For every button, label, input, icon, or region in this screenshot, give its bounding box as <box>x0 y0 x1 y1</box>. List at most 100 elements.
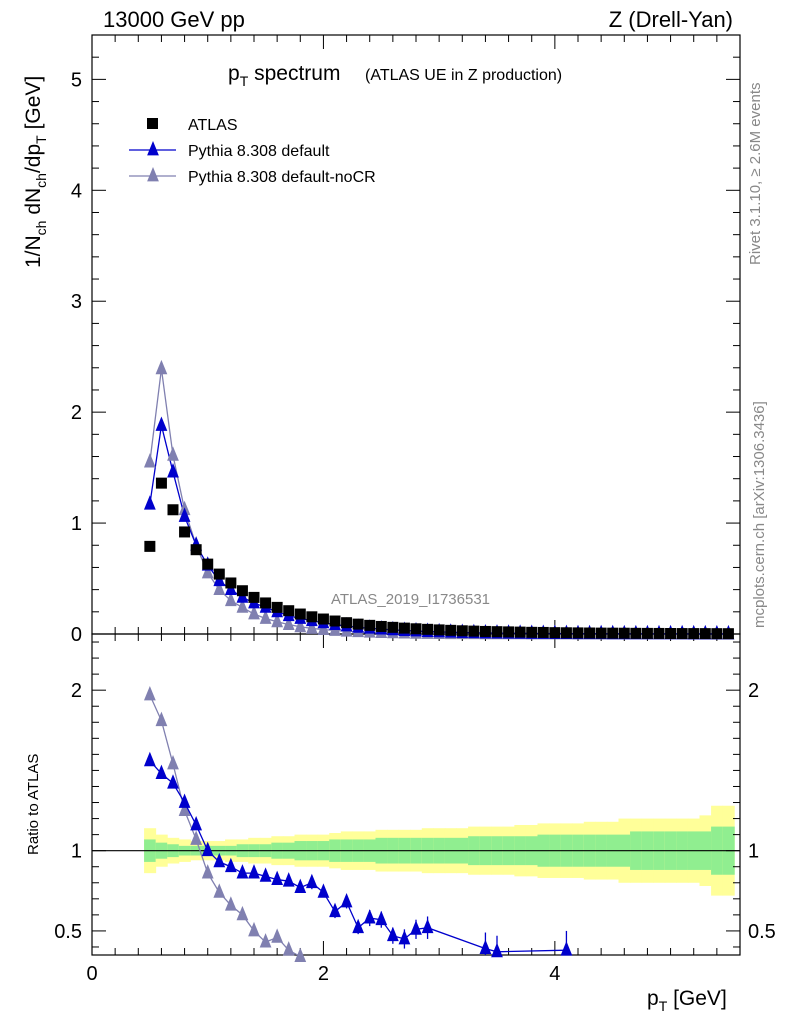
x-tick-label: 2 <box>318 963 329 985</box>
atlas-point <box>699 628 711 640</box>
noCR-point <box>294 617 307 633</box>
rivet-label: Rivet 3.1.10, ≥ 2.6M events <box>747 83 764 266</box>
noCR-point <box>248 605 260 620</box>
default-ratio-point <box>340 893 353 908</box>
atlas-point <box>271 601 283 613</box>
atlas-point <box>491 626 503 638</box>
legend-label: Pythia 8.308 default-noCR <box>188 169 376 186</box>
default-ratio-point <box>398 929 411 945</box>
atlas-point <box>352 618 364 630</box>
default-ratio-point <box>479 939 492 954</box>
atlas-point <box>260 597 272 609</box>
atlas-point <box>653 627 665 639</box>
atlas-point <box>630 627 642 639</box>
atlas-point <box>422 623 434 635</box>
default-ratio-point <box>224 857 237 873</box>
analysis-watermark: ATLAS_2019_I1736531 <box>331 591 490 608</box>
ratio-y-tick-label: 2 <box>71 680 82 702</box>
atlas-point <box>468 625 480 637</box>
default-ratio-point <box>271 870 284 885</box>
default-ratio-point <box>317 883 330 898</box>
ratio-uncertainty-bands <box>144 805 735 896</box>
atlas-point <box>375 620 387 632</box>
noCR-point <box>213 580 226 596</box>
default-ratio-point <box>155 764 168 780</box>
default-ratio-point <box>329 902 341 918</box>
default-ratio-point <box>560 941 573 956</box>
noCR-point <box>224 591 237 607</box>
atlas-point <box>236 585 248 597</box>
atlas-point <box>560 627 572 639</box>
process-label: Z (Drell-Yan) <box>609 7 733 32</box>
default-ratio-point <box>201 841 214 857</box>
ratio-frame <box>91 633 741 956</box>
atlas-point <box>665 628 677 640</box>
top-y-tick-label: 4 <box>71 180 82 202</box>
noCR-point <box>259 609 272 624</box>
legend-marker-triangle <box>147 167 159 182</box>
default-ratio-point <box>248 864 260 879</box>
atlas-point <box>584 627 596 639</box>
x-axis-label: pT [GeV] <box>647 987 727 1014</box>
atlas-point <box>607 627 619 639</box>
ratio-y-tick-label-right: 0.5 <box>748 921 776 943</box>
noCR-ratio-point <box>282 941 295 956</box>
atlas-point <box>225 577 237 589</box>
default-ratio-point <box>167 774 179 789</box>
default-point <box>155 416 168 431</box>
noCR-point <box>271 612 284 628</box>
legend-marker-atlas <box>147 118 158 129</box>
atlas-point <box>433 624 445 636</box>
atlas-point <box>155 477 167 489</box>
atlas-point <box>294 608 306 620</box>
default-ratio-point <box>190 815 203 831</box>
atlas-point <box>202 558 214 570</box>
top-y-tick-label: 3 <box>71 291 82 313</box>
plot-title-note: (ATLAS UE in Z production) <box>365 67 562 84</box>
atlas-point <box>283 605 295 617</box>
noCR-ratio-point <box>294 947 307 963</box>
atlas-point <box>248 591 260 603</box>
atlas-point <box>572 627 584 639</box>
atlas-point <box>387 621 399 633</box>
default-ratio-point <box>386 926 399 942</box>
atlas-point <box>711 628 723 640</box>
noCR-ratio-point <box>224 896 237 911</box>
atlas-point <box>503 626 515 638</box>
default-ratio-point <box>375 910 388 926</box>
atlas-point <box>179 526 191 538</box>
noCR-ratio-line <box>149 694 299 955</box>
default-ratio-point <box>491 942 503 958</box>
x-tick-label: 0 <box>86 963 97 985</box>
noCR-point <box>282 615 295 630</box>
default-ratio-point <box>410 920 422 935</box>
atlas-point <box>722 628 734 640</box>
atlas-point <box>514 626 526 638</box>
energy-label: 13000 GeV pp <box>103 7 245 32</box>
default-point <box>178 507 191 522</box>
noCR-point <box>201 563 214 579</box>
default-ratio-point <box>259 867 272 882</box>
plot-title: pT spectrum <box>228 62 340 89</box>
noCR-ratio-point <box>178 801 191 816</box>
mcplots-label: mcplots.cern.ch [arXiv:1306.3436] <box>751 401 768 628</box>
ratio-y-tick-label: 1 <box>71 841 82 863</box>
default-ratio-point <box>178 793 191 808</box>
noCR-point <box>143 453 156 468</box>
atlas-point <box>456 625 468 637</box>
atlas-point <box>479 625 491 637</box>
noCR-ratio-point <box>248 921 260 937</box>
default-ratio-point <box>236 864 249 879</box>
noCR-ratio-point <box>201 864 214 879</box>
ratio-y-tick-label-right: 1 <box>748 841 759 863</box>
noCR-ratio-point <box>155 711 168 727</box>
default-point <box>143 495 156 510</box>
noCR-ratio-point <box>213 883 226 898</box>
atlas-point <box>595 627 607 639</box>
ratio-y-tick-label-right: 2 <box>748 680 759 702</box>
data-series <box>143 359 735 963</box>
atlas-point <box>618 627 630 639</box>
default-ratio-point <box>421 918 434 934</box>
top-y-tick-label: 2 <box>71 402 82 424</box>
